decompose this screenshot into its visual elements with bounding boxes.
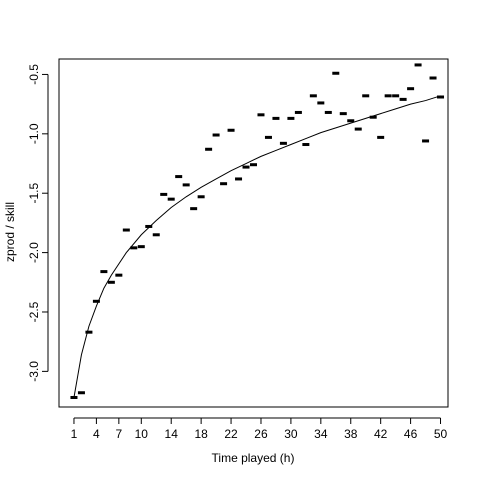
x-tick-label: 30	[284, 427, 298, 441]
data-point	[115, 273, 123, 277]
y-tick-label: -1.5	[27, 183, 41, 204]
y-tick-label: -2.0	[27, 242, 41, 263]
data-point	[242, 165, 250, 169]
data-point	[287, 116, 295, 120]
x-tick-label: 26	[254, 427, 268, 441]
plot-frame	[58, 58, 449, 408]
x-tick-label: 22	[224, 427, 238, 441]
data-point	[317, 101, 325, 105]
data-point	[339, 112, 347, 116]
y-axis: -3.0 -2.5 -2.0 -1.5 -1.0 -0.5	[27, 64, 49, 382]
x-axis: 1 4 7 10 14 18 22 26 30 34 38 42 46 50	[71, 417, 448, 441]
data-point	[362, 94, 370, 98]
data-point	[167, 197, 175, 201]
data-point	[272, 116, 280, 120]
data-point	[354, 127, 362, 131]
data-point	[369, 115, 377, 119]
data-point	[414, 63, 422, 67]
data-point	[197, 195, 205, 199]
data-point	[332, 71, 340, 75]
y-tick-label: -1.0	[27, 123, 41, 144]
data-point	[309, 94, 317, 98]
data-point	[264, 135, 272, 139]
data-point	[347, 119, 355, 123]
data-point	[85, 330, 93, 334]
data-point	[137, 245, 145, 249]
data-point	[407, 87, 415, 91]
y-tick-label: -2.5	[27, 301, 41, 322]
plot-border	[58, 58, 449, 408]
x-tick-label: 7	[116, 427, 123, 441]
data-point	[392, 94, 400, 98]
data-point	[294, 110, 302, 114]
data-point	[70, 395, 78, 399]
data-point	[212, 133, 220, 137]
x-tick-label: 4	[93, 427, 100, 441]
data-point	[429, 76, 437, 80]
data-point	[279, 141, 287, 145]
data-point	[324, 110, 332, 114]
data-point	[152, 233, 160, 237]
data-point	[422, 139, 430, 143]
y-tick-label: -3.0	[27, 361, 41, 382]
data-point	[92, 299, 100, 303]
data-point	[190, 207, 198, 211]
x-tick-label: 50	[434, 427, 448, 441]
data-point	[100, 270, 108, 274]
data-point	[182, 183, 190, 187]
data-point	[77, 391, 85, 395]
x-tick-label: 1	[71, 427, 78, 441]
x-tick-label: 14	[165, 427, 179, 441]
data-point	[302, 143, 310, 147]
x-tick-label: 38	[344, 427, 358, 441]
data-point	[399, 97, 407, 101]
data-point	[107, 280, 115, 284]
x-tick-label: 18	[194, 427, 208, 441]
x-axis-title: Time played (h)	[212, 451, 295, 465]
x-tick-label: 46	[404, 427, 418, 441]
x-tick-label: 34	[314, 427, 328, 441]
data-point	[175, 175, 183, 179]
data-point	[257, 113, 265, 117]
points-layer	[70, 63, 445, 399]
fitted-curve	[73, 95, 441, 398]
x-tick-label: 42	[374, 427, 388, 441]
data-point	[130, 246, 138, 250]
y-axis-title: zprod / skill	[3, 202, 17, 262]
data-point	[220, 182, 228, 186]
x-tick-label: 10	[135, 427, 149, 441]
data-point	[205, 147, 213, 151]
data-point	[145, 224, 153, 228]
data-point	[437, 95, 445, 99]
data-point	[160, 192, 168, 196]
fitted-curve-layer	[73, 95, 441, 398]
data-point	[227, 128, 235, 132]
data-point	[384, 94, 392, 98]
data-point	[377, 135, 385, 139]
data-point	[250, 163, 257, 167]
data-point	[122, 228, 130, 232]
y-tick-label: -0.5	[27, 64, 41, 85]
data-point	[235, 177, 243, 181]
